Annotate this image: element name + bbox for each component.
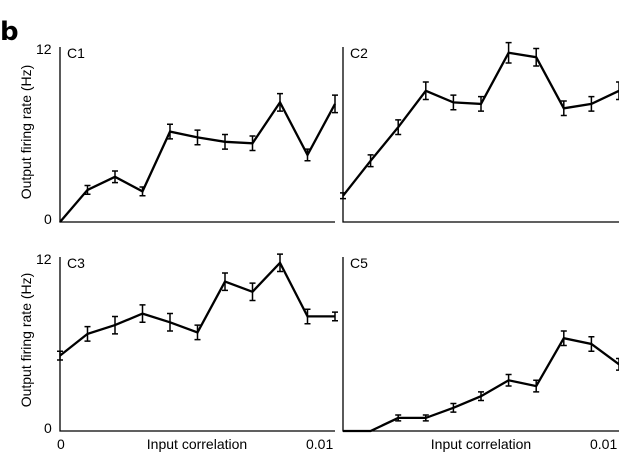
panel-c1-error-bar (194, 129, 201, 146)
panel-c2-error-bar (616, 81, 619, 101)
panel-c2-title: C2 (350, 45, 368, 61)
x-tick-left-panel-min: 0 (57, 436, 65, 452)
panel-c3-error-bar (139, 304, 146, 323)
panel-c5-error-bar (478, 391, 484, 402)
panel-c3-error-bar (112, 315, 118, 335)
panel-c5-error-bar (450, 402, 457, 413)
panel-c2-series-line (342, 51, 619, 197)
x-tick-left-panel-max: 0.01 (306, 436, 333, 452)
panel-c1-error-bar (84, 184, 91, 196)
panel-c2-error-bar (367, 154, 374, 168)
panel-c3-error-bar (304, 308, 311, 325)
panel-c1-error-bar (304, 148, 311, 162)
y-tick-bottom-panel-max: 12 (36, 251, 52, 267)
panel-c3-title: C3 (67, 255, 85, 271)
panel-c3-error-bar (277, 253, 283, 273)
panel-c5-title: C5 (350, 255, 368, 271)
y-axis-label-bottom: Output firing rate (Hz) (18, 273, 34, 408)
panel-c5-error-bar (422, 414, 429, 422)
x-tick-right-panel-max: 0.01 (590, 436, 617, 452)
x-axis-label-left: Input correlation (147, 436, 247, 452)
panel-c3-error-bar (57, 350, 63, 361)
panel-c2-error-bar (588, 95, 595, 112)
panel-c2-error-bar (340, 192, 346, 200)
panel-c1-error-bar (222, 133, 228, 150)
panel-c3-error-bar (167, 312, 173, 332)
y-axis-label-top: Output firing rate (Hz) (18, 65, 34, 200)
panel-c5-error-bar (616, 357, 619, 371)
panel-c2-axes (342, 47, 619, 223)
panel-c5-axes (342, 257, 619, 432)
panel-c5-error-bar (533, 379, 540, 393)
panel-c2-error-bar (395, 119, 402, 136)
panel-c1-error-bar (277, 92, 283, 112)
panel-c1-series-line (59, 100, 337, 223)
panel-c1-error-bar (167, 123, 173, 140)
panel-c1-error-bar (249, 135, 256, 152)
panel-c2-error-bar (422, 81, 429, 101)
panel-c5-error-bar (560, 330, 567, 347)
panel-c3-error-bar (84, 325, 91, 342)
panel-c2-error-bar (478, 95, 484, 112)
panel-c1-title: C1 (67, 45, 85, 61)
panel-c2-error-bar (450, 94, 457, 111)
y-tick-top-panel-min: 0 (44, 211, 52, 227)
panel-c1-error-bar (139, 186, 146, 197)
panel-c3-series-line (59, 260, 335, 357)
panel-c3-error-bar (194, 324, 201, 341)
panel-c3-error-bar (249, 282, 256, 302)
figure-panel-letter: b (0, 17, 19, 47)
panel-c1-error-bar (332, 94, 338, 114)
panel-c3-error-bar (222, 272, 228, 292)
y-tick-bottom-panel-min: 0 (44, 420, 52, 436)
panel-c2-error-bar (505, 41, 512, 64)
y-tick-top-panel-max: 12 (36, 41, 52, 57)
panel-c5-error-bar (395, 414, 402, 422)
panel-c5-series-line (343, 336, 619, 433)
panel-c1-error-bar (112, 170, 118, 184)
panel-c5-error-bar (588, 336, 595, 352)
panel-c5-error-bar (505, 373, 512, 387)
x-axis-label-right: Input correlation (431, 436, 531, 452)
panel-c3-error-bar (332, 311, 338, 322)
panel-c2-error-bar (533, 47, 540, 67)
panel-c2-error-bar (560, 100, 567, 117)
panel-c3-axes (59, 257, 335, 432)
